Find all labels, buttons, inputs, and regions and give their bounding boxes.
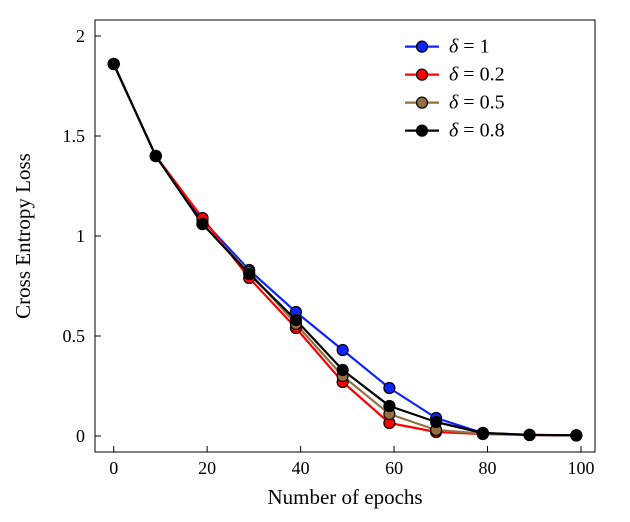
legend-swatch-marker <box>417 41 428 52</box>
x-tick-label: 100 <box>567 458 594 478</box>
y-tick-label: 1 <box>76 226 85 246</box>
legend-label: δ = 0.5 <box>449 92 505 114</box>
legend-swatch-marker <box>417 69 428 80</box>
y-axis-label: Cross Entropy Loss <box>11 153 35 319</box>
legend-label: δ = 1 <box>449 36 490 58</box>
line-chart: 0 20 40 60 80 100 0 0.5 1 1.5 2 Number of epochs Cro… <box>0 0 630 522</box>
y-tick-label: 0.5 <box>63 326 86 346</box>
series-marker-delta-1 <box>384 383 395 394</box>
series-marker-delta-0.8 <box>108 59 119 70</box>
x-tick-label: 80 <box>479 458 497 478</box>
y-tick-label: 1.5 <box>63 126 86 146</box>
series-marker-delta-0.8 <box>571 430 582 441</box>
legend-swatch-marker <box>417 97 428 108</box>
y-tick-label: 2 <box>76 26 85 46</box>
series-marker-delta-0.8 <box>197 219 208 230</box>
x-tick-label: 0 <box>109 458 118 478</box>
series-marker-delta-0.8 <box>384 401 395 412</box>
x-axis-label: Number of epochs <box>267 485 422 509</box>
series-marker-delta-0.8 <box>337 365 348 376</box>
series-marker-delta-0.8 <box>524 429 535 440</box>
series-marker-delta-0.8 <box>431 417 442 428</box>
series-marker-delta-1 <box>337 345 348 356</box>
chart-container: 0 20 40 60 80 100 0 0.5 1 1.5 2 Number of epochs Cro… <box>0 0 630 522</box>
series-marker-delta-0.8 <box>477 428 488 439</box>
y-tick-label: 0 <box>76 426 85 446</box>
x-tick-label: 60 <box>385 458 403 478</box>
series-marker-delta-0.8 <box>244 269 255 280</box>
legend-swatch-marker <box>417 125 428 136</box>
legend-label: δ = 0.8 <box>449 120 505 142</box>
series-marker-delta-0.8 <box>150 151 161 162</box>
x-tick-label: 20 <box>198 458 216 478</box>
series-marker-delta-0.8 <box>290 315 301 326</box>
x-tick-label: 40 <box>292 458 310 478</box>
legend-label: δ = 0.2 <box>449 64 505 86</box>
